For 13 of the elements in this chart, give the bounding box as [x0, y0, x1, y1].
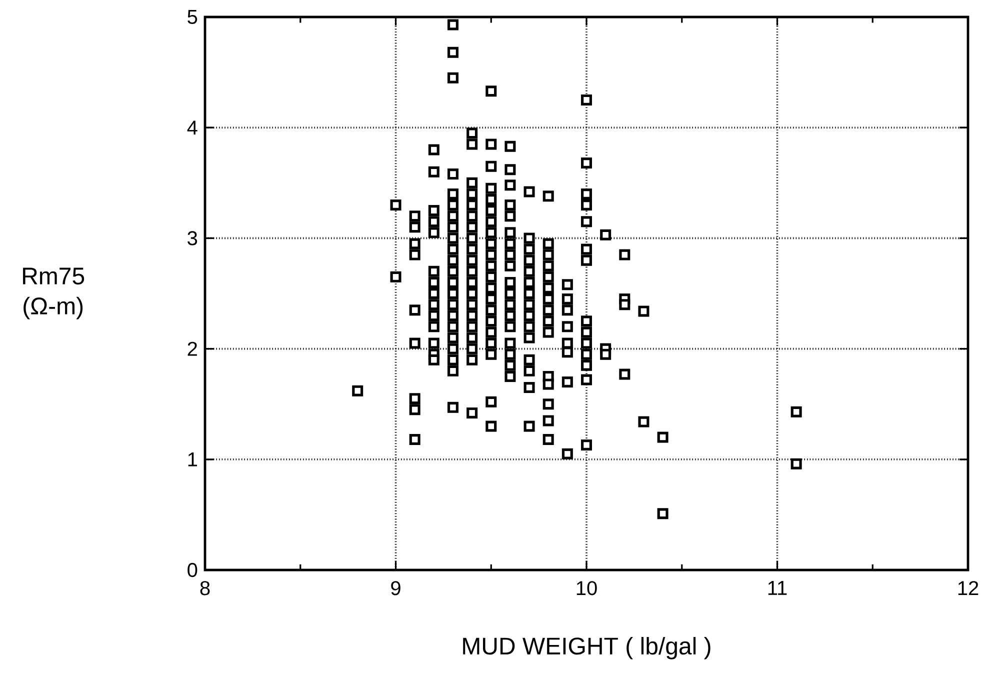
- x-tick-label: 12: [958, 581, 978, 596]
- y-tick-label: 3: [188, 231, 198, 246]
- y-tick-label: 5: [188, 10, 198, 24]
- x-axis-title: MUD WEIGHT ( lb/gal ): [463, 636, 710, 660]
- y-tick-label: 4: [187, 120, 198, 134]
- x-tick-label: 8: [200, 581, 210, 596]
- x-tick-label: 10: [576, 581, 597, 596]
- y-axis-title: Rm75 (Ω-m): [23, 268, 84, 320]
- x-tick-label: 9: [391, 581, 400, 596]
- x-tick-label: 11: [768, 581, 787, 595]
- y-tick-label: 1: [188, 452, 197, 466]
- y-tick-label: 0: [188, 562, 198, 578]
- y-tick-label: 2: [188, 342, 197, 356]
